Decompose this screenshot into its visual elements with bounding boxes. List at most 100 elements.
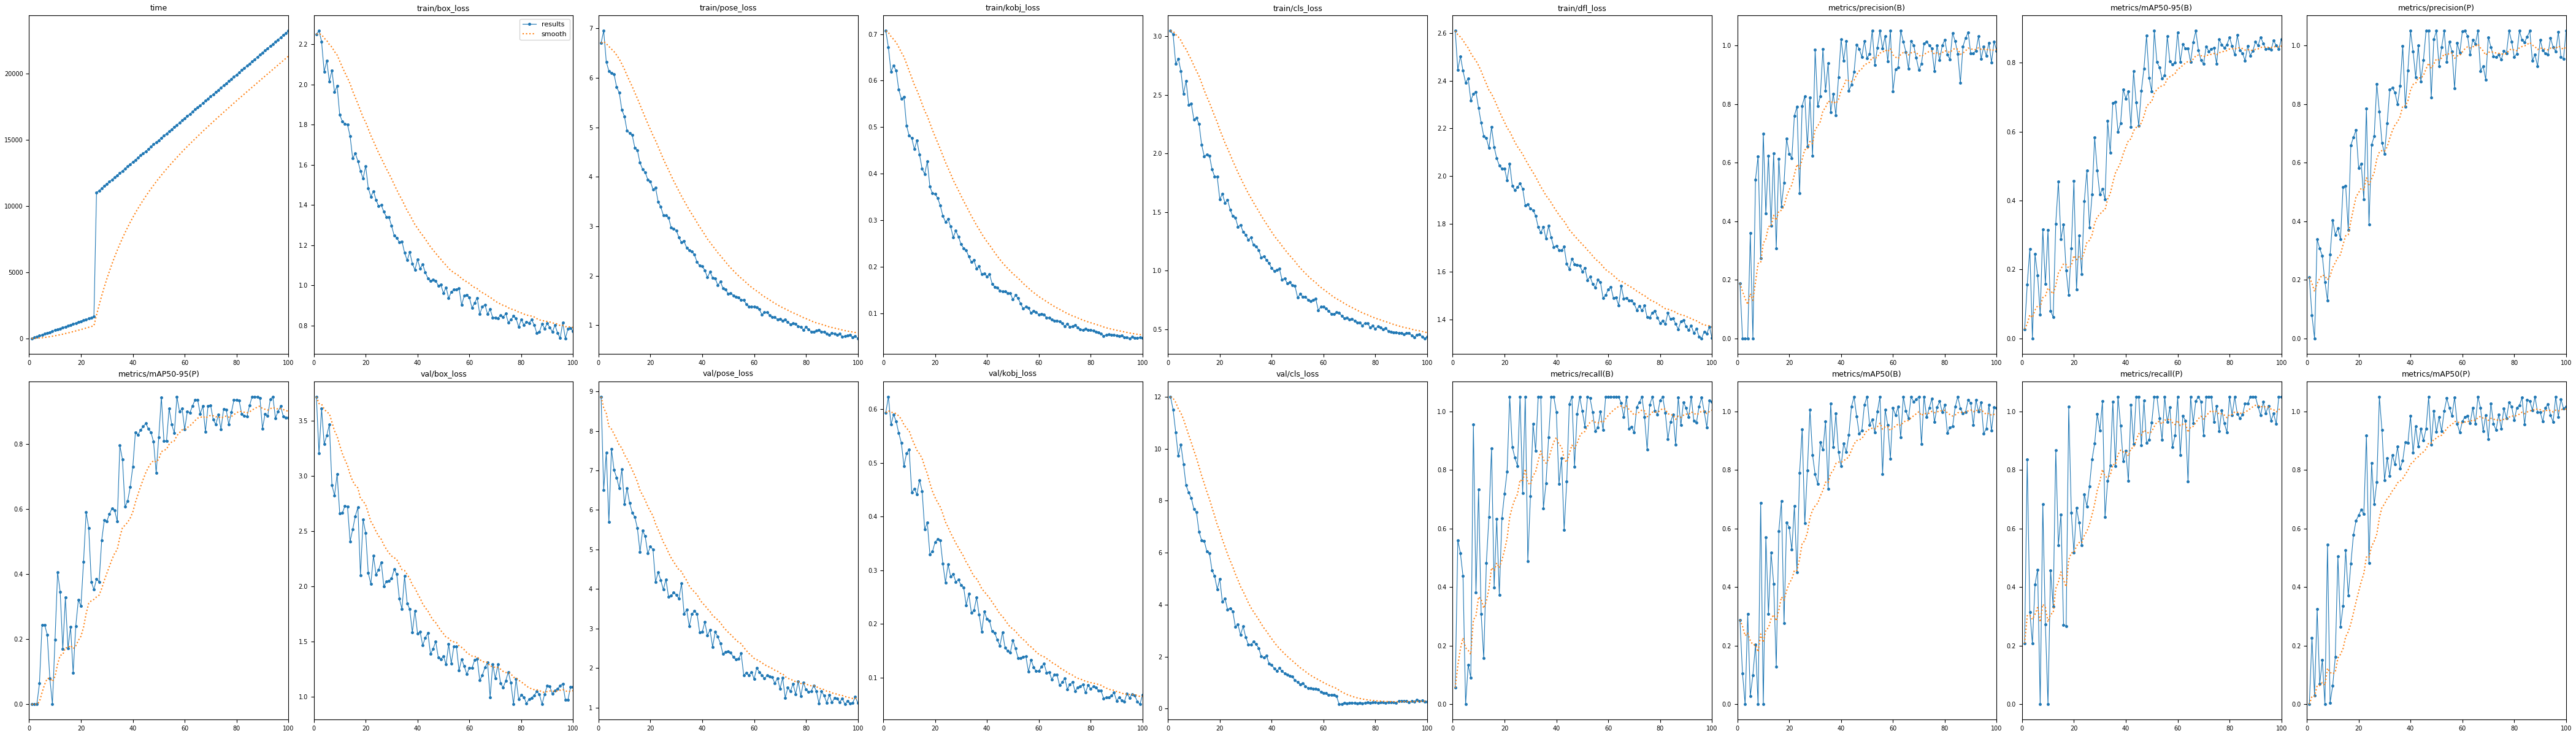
results bbox=[930, 217, 961, 226]
results bbox=[2550, 403, 2576, 411]
smooth bbox=[2267, 42, 2298, 51]
results bbox=[1154, 392, 1185, 401]
smooth bbox=[2257, 405, 2287, 414]
smooth bbox=[2519, 405, 2550, 414]
results bbox=[149, 436, 180, 445]
smooth bbox=[871, 408, 902, 417]
smooth bbox=[2246, 43, 2277, 52]
smooth bbox=[64, 632, 95, 641]
smooth bbox=[2141, 417, 2172, 426]
smooth bbox=[1005, 633, 1036, 642]
results bbox=[2396, 26, 2427, 35]
Line: smooth: smooth bbox=[317, 397, 572, 693]
Title: val/kobj_loss: val/kobj_loss bbox=[989, 370, 1038, 378]
smooth bbox=[1860, 425, 1891, 434]
results bbox=[15, 700, 46, 709]
smooth bbox=[1154, 392, 1185, 401]
smooth bbox=[2009, 325, 2040, 333]
results bbox=[2452, 32, 2483, 40]
smooth bbox=[15, 700, 46, 709]
Line: results: results bbox=[2025, 396, 2282, 705]
smooth bbox=[922, 498, 953, 507]
smooth bbox=[75, 322, 106, 331]
Line: smooth: smooth bbox=[1739, 409, 1996, 652]
Line: results: results bbox=[314, 396, 574, 705]
results bbox=[2267, 392, 2298, 401]
results bbox=[1883, 403, 1914, 411]
results bbox=[1216, 604, 1247, 612]
results bbox=[2267, 35, 2298, 43]
smooth bbox=[649, 155, 680, 163]
results bbox=[1973, 400, 2004, 409]
smooth bbox=[2357, 174, 2388, 183]
results bbox=[538, 321, 569, 330]
results bbox=[2293, 273, 2324, 282]
smooth bbox=[1128, 692, 1159, 701]
Line: smooth: smooth bbox=[317, 34, 572, 328]
results bbox=[75, 313, 106, 322]
results bbox=[64, 317, 95, 326]
Line: smooth: smooth bbox=[600, 42, 858, 333]
results bbox=[1401, 696, 1432, 704]
smooth bbox=[252, 69, 283, 78]
Line: results: results bbox=[1739, 30, 1999, 339]
Line: results: results bbox=[884, 396, 1144, 705]
results bbox=[1723, 615, 1754, 624]
results bbox=[2429, 406, 2460, 415]
results bbox=[2061, 286, 2092, 294]
results bbox=[363, 202, 394, 210]
results bbox=[1118, 690, 1149, 698]
results bbox=[2025, 700, 2056, 709]
results bbox=[2146, 435, 2177, 444]
smooth bbox=[1963, 43, 1994, 52]
results bbox=[1108, 697, 1139, 706]
smooth bbox=[433, 634, 464, 643]
smooth bbox=[832, 327, 863, 336]
Line: results: results bbox=[31, 30, 289, 339]
results bbox=[1118, 333, 1149, 342]
results bbox=[1025, 662, 1056, 671]
smooth bbox=[1489, 118, 1520, 127]
results bbox=[1690, 407, 1721, 416]
Line: smooth: smooth bbox=[2308, 43, 2566, 291]
results bbox=[634, 542, 665, 551]
smooth bbox=[1440, 26, 1471, 35]
results bbox=[538, 686, 569, 695]
smooth bbox=[1499, 495, 1530, 503]
smooth bbox=[2058, 548, 2089, 557]
results bbox=[1723, 279, 1754, 288]
results bbox=[1682, 418, 1713, 427]
results bbox=[1005, 654, 1036, 662]
smooth bbox=[273, 407, 304, 416]
results bbox=[1726, 334, 1757, 343]
results bbox=[1412, 333, 1443, 342]
smooth bbox=[15, 334, 46, 343]
results bbox=[546, 679, 577, 688]
smooth bbox=[1788, 155, 1819, 163]
smooth bbox=[556, 323, 587, 332]
smooth bbox=[2540, 406, 2571, 414]
Line: results: results bbox=[600, 396, 858, 705]
smooth bbox=[1025, 651, 1056, 660]
Line: results: results bbox=[1455, 30, 1713, 339]
results bbox=[304, 26, 335, 35]
smooth bbox=[1489, 546, 1520, 555]
Line: smooth: smooth bbox=[1455, 406, 1713, 687]
results bbox=[933, 560, 963, 569]
results bbox=[64, 601, 95, 610]
results bbox=[1309, 302, 1340, 311]
smooth bbox=[1571, 422, 1602, 431]
results bbox=[873, 392, 904, 401]
Line: smooth: smooth bbox=[31, 406, 289, 704]
smooth bbox=[1592, 267, 1623, 276]
smooth bbox=[301, 29, 332, 38]
Line: smooth: smooth bbox=[1170, 397, 1427, 702]
smooth bbox=[1154, 26, 1185, 35]
results bbox=[350, 528, 381, 537]
smooth bbox=[2354, 553, 2385, 562]
smooth bbox=[1216, 150, 1247, 159]
results bbox=[1440, 683, 1471, 692]
results bbox=[842, 698, 873, 707]
results bbox=[2432, 57, 2463, 66]
smooth bbox=[363, 149, 394, 158]
